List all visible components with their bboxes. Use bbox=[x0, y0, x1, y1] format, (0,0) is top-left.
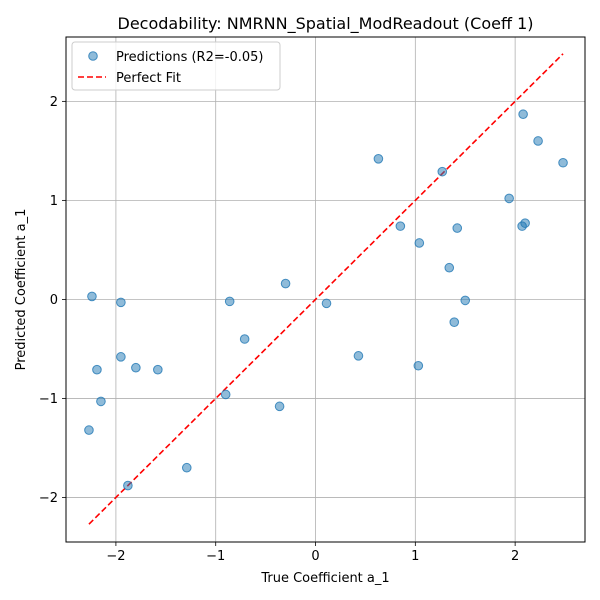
line-series bbox=[88, 53, 564, 525]
x-tick-label: 1 bbox=[411, 549, 419, 564]
scatter-point bbox=[353, 351, 364, 361]
x-tick-label: −2 bbox=[106, 549, 125, 564]
scatter-point bbox=[280, 278, 291, 289]
axis-ticks: −2 −1 0 1 2 −2 −1 0 1 2 bbox=[39, 95, 519, 564]
legend-box bbox=[71, 41, 281, 91]
scatter-point bbox=[452, 223, 463, 233]
y-tick-label: −1 bbox=[39, 392, 58, 407]
scatter-point bbox=[437, 166, 448, 177]
scatter-point bbox=[96, 396, 106, 407]
x-tick-label: 0 bbox=[311, 549, 319, 564]
y-tick-label: 1 bbox=[50, 194, 58, 209]
legend-marker-predictions bbox=[88, 51, 98, 61]
legend-label-predictions: Predictions (R2=-0.05) bbox=[116, 50, 263, 65]
x-tick-label: −1 bbox=[206, 549, 225, 564]
scatter-point bbox=[87, 291, 97, 302]
scatter-point bbox=[92, 364, 102, 375]
scatter-points bbox=[84, 109, 568, 491]
legend: Predictions (R2=-0.05) Perfect Fit bbox=[71, 41, 281, 91]
legend-label-perfect-fit: Perfect Fit bbox=[116, 71, 181, 86]
grid bbox=[66, 37, 585, 542]
scatter-point bbox=[239, 334, 250, 344]
y-tick-label: −2 bbox=[39, 491, 58, 506]
scatter-point bbox=[131, 362, 141, 373]
scatter-point bbox=[321, 298, 332, 309]
scatter-point bbox=[533, 136, 543, 146]
plot-frame bbox=[65, 36, 586, 543]
scatter-point bbox=[444, 262, 455, 273]
scatter-point bbox=[520, 218, 530, 228]
perfect-fit-line bbox=[88, 53, 564, 525]
scatter-point bbox=[460, 295, 471, 306]
x-tick-label: 2 bbox=[511, 549, 519, 564]
scatter-point bbox=[414, 238, 425, 248]
scatter-point bbox=[449, 317, 460, 327]
scatter-point bbox=[116, 297, 126, 308]
scatter-point bbox=[84, 425, 94, 435]
y-axis-label: Predicted Coefficient a_1 bbox=[14, 209, 29, 371]
scatter-point bbox=[395, 221, 406, 231]
scatter-point bbox=[220, 389, 231, 400]
y-tick-label: 2 bbox=[50, 95, 58, 110]
scatter-point bbox=[504, 193, 514, 204]
scatter-point bbox=[153, 364, 163, 375]
scatter-point bbox=[413, 360, 424, 371]
scatter-point bbox=[116, 352, 126, 362]
scatter-point bbox=[558, 157, 568, 168]
scatter-point bbox=[224, 296, 235, 307]
scatter-point bbox=[123, 480, 133, 491]
chart-title: Decodability: NMRNN_Spatial_ModReadout (… bbox=[118, 14, 534, 34]
x-axis-label: True Coefficient a_1 bbox=[260, 571, 389, 586]
scatter-point bbox=[518, 109, 528, 120]
y-tick-label: 0 bbox=[50, 293, 58, 308]
scatter-point bbox=[274, 401, 285, 412]
scatter-point bbox=[373, 153, 384, 164]
scatter-point bbox=[181, 462, 192, 473]
